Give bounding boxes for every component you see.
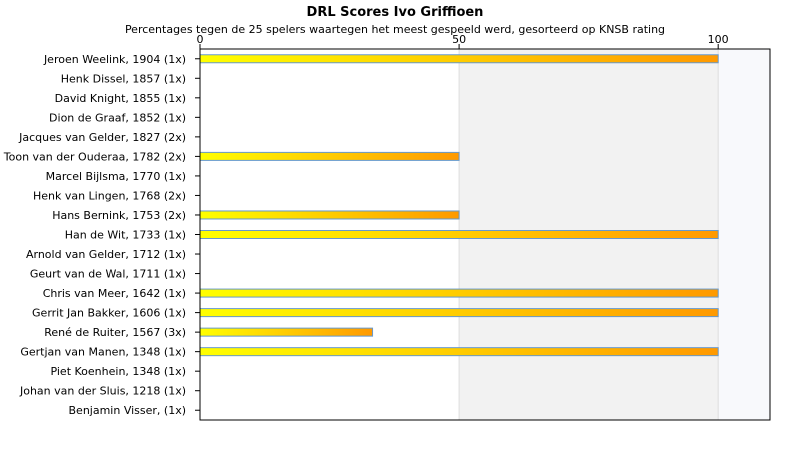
bar <box>199 347 719 357</box>
chart-title: DRL Scores Ivo Griffioen <box>307 5 484 20</box>
bar <box>199 54 719 64</box>
category-label: Arnold van Gelder, 1712 (1x) <box>26 248 186 261</box>
category-label: Jeroen Weelink, 1904 (1x) <box>43 53 186 66</box>
category-label: Hans Bernink, 1753 (2x) <box>52 209 186 222</box>
category-label: Henk Dissel, 1857 (1x) <box>61 72 186 85</box>
x-tick-label: 50 <box>452 33 466 46</box>
category-label: Jacques van Gelder, 1827 (2x) <box>18 131 186 144</box>
category-label: Henk van Lingen, 1768 (2x) <box>33 189 186 202</box>
category-label: Johan van der Sluis, 1218 (1x) <box>19 385 186 398</box>
category-label: Han de Wit, 1733 (1x) <box>65 229 186 242</box>
bar <box>199 230 719 239</box>
category-label: Dion de Graaf, 1852 (1x) <box>49 111 186 124</box>
chart-subtitle: Percentages tegen de 25 spelers waartege… <box>125 23 665 36</box>
grid-band <box>718 49 770 420</box>
category-label: Benjamin Visser, (1x) <box>69 404 187 417</box>
bar <box>199 210 460 220</box>
bar <box>199 308 719 318</box>
plot-area-frame <box>199 48 771 421</box>
category-label: Gertjan van Manen, 1348 (1x) <box>20 346 186 359</box>
category-label: Gerrit Jan Bakker, 1606 (1x) <box>32 307 186 320</box>
category-label: Piet Koenhein, 1348 (1x) <box>50 365 186 378</box>
bar <box>199 288 719 298</box>
x-tick-label: 100 <box>708 33 729 46</box>
x-tick-label: 0 <box>197 33 204 46</box>
category-label: Geurt van de Wal, 1711 (1x) <box>30 268 186 281</box>
category-label: Marcel Bijlsma, 1770 (1x) <box>46 170 186 183</box>
category-label: David Knight, 1855 (1x) <box>55 92 186 105</box>
category-label: Chris van Meer, 1642 (1x) <box>43 287 186 300</box>
category-label: Toon van der Ouderaa, 1782 (2x) <box>3 150 186 163</box>
category-label: René de Ruiter, 1567 (3x) <box>44 326 186 339</box>
bar <box>199 327 374 337</box>
bar <box>199 151 460 161</box>
